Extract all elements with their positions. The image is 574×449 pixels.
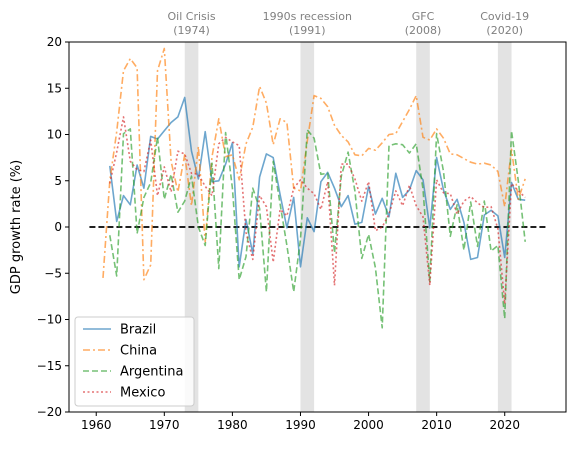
event-label-2: GFC (412, 10, 435, 23)
y-tick-label: −15 (37, 359, 62, 373)
y-tick-label: 10 (47, 128, 62, 142)
series-layer (102, 47, 526, 329)
event-label-3: Covid-19 (480, 10, 529, 23)
event-year-3: (2020) (486, 24, 523, 37)
x-tick-label: 2010 (421, 418, 452, 432)
y-tick-label: −20 (37, 405, 62, 419)
x-tick-label: 1990 (285, 418, 316, 432)
legend-label-mexico: Mexico (120, 386, 165, 401)
x-tick-label: 1960 (81, 418, 112, 432)
y-axis-label: GDP growth rate (%) (9, 160, 24, 294)
event-label-1: 1990s recession (263, 10, 352, 23)
legend-label-china: China (120, 344, 157, 359)
y-tick-label: −10 (37, 313, 62, 327)
series-line-argentina (109, 128, 526, 329)
series-line-mexico (109, 116, 526, 305)
y-tick-label: 5 (54, 174, 62, 188)
x-tick-label: 1970 (149, 418, 180, 432)
series-line-brazil (109, 96, 526, 268)
legend-box (74, 316, 195, 407)
x-tick-label: 2000 (353, 418, 384, 432)
y-tick-label: 0 (54, 220, 62, 234)
event-year-1: (1991) (289, 24, 326, 37)
event-year-0: (1974) (173, 24, 210, 37)
x-tick-label: 2020 (489, 418, 520, 432)
legend: Brazil China Argentina Mexico (74, 316, 195, 407)
y-tick-label: 20 (47, 35, 62, 49)
series-line-china (102, 47, 526, 281)
legend-label-argentina: Argentina (120, 365, 183, 380)
event-labels: Oil Crisis(1974) 1990s recession(1991) GFC… (168, 10, 530, 37)
x-tick-label: 1980 (217, 418, 248, 432)
x-axis: 1960 1970 1980 1990 2000 2010 2020 (81, 412, 520, 432)
event-label-0: Oil Crisis (168, 10, 216, 23)
legend-label-brazil: Brazil (120, 323, 156, 338)
event-year-2: (2008) (405, 24, 442, 37)
y-tick-label: 15 (47, 81, 62, 95)
y-axis: −20 −15 −10 −5 0 5 10 15 20 (37, 35, 69, 419)
y-tick-label: −5 (44, 266, 62, 280)
